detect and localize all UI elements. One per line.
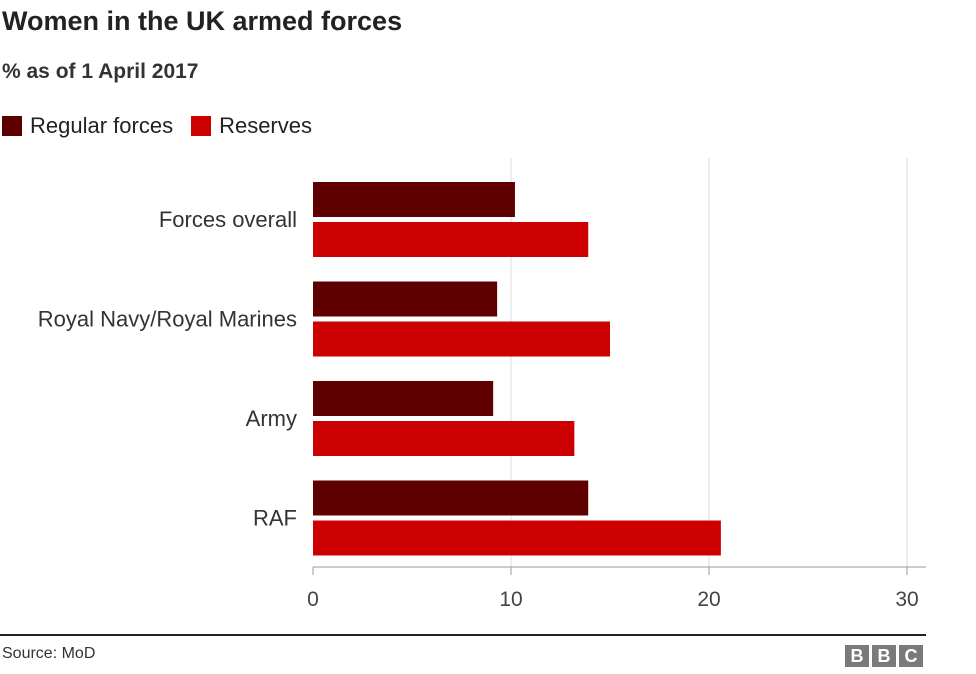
footer-divider: [0, 634, 926, 636]
chart-subtitle: % as of 1 April 2017: [2, 60, 199, 83]
bar-reserves: [313, 421, 575, 456]
legend-swatch-regular: [2, 116, 22, 136]
category-label: RAF: [253, 506, 297, 531]
bar-regular: [313, 281, 498, 317]
category-label: Royal Navy/Royal Marines: [38, 307, 297, 332]
chart-title: Women in the UK armed forces: [2, 6, 403, 36]
bar-reserves: [313, 520, 721, 556]
x-tick-label: 20: [697, 588, 720, 611]
legend-item-regular: Regular forces: [2, 113, 173, 139]
category-label: Army: [246, 406, 297, 431]
x-tick-label: 0: [307, 588, 319, 611]
x-tick-label: 30: [895, 588, 918, 611]
bbc-logo-b1: B: [845, 645, 869, 667]
bar-reserves: [313, 321, 610, 357]
source-note: Source: MoD: [2, 645, 96, 662]
legend-label-regular: Regular forces: [30, 113, 174, 138]
bbc-logo-c: C: [899, 645, 923, 667]
legend-label-reserves: Reserves: [219, 113, 312, 138]
bar-regular: [313, 480, 589, 516]
x-tick-label: 10: [499, 588, 522, 611]
legend-item-reserves: Reserves: [191, 113, 312, 139]
legend: Regular forces Reserves: [2, 113, 330, 139]
category-label: Forces overall: [159, 207, 297, 232]
legend-swatch-reserves: [191, 116, 212, 136]
bar-regular: [313, 182, 515, 217]
bar-regular: [313, 381, 494, 416]
bbc-logo: B B C: [845, 645, 923, 667]
bbc-logo-b2: B: [872, 645, 896, 667]
bar-reserves: [313, 222, 589, 257]
